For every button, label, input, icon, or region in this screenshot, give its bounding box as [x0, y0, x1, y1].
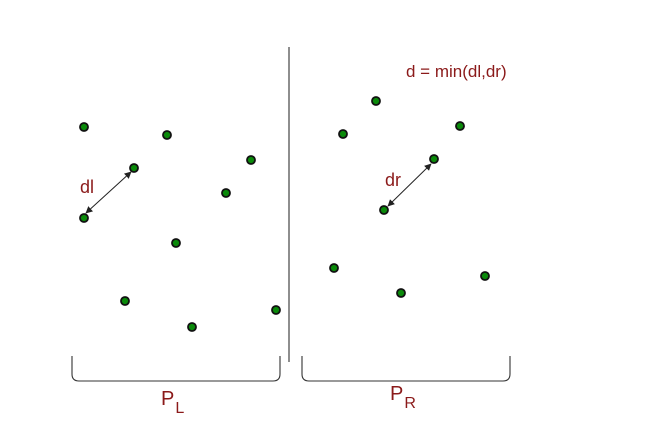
dl-label: dl: [80, 177, 94, 197]
point: [338, 129, 348, 139]
point: [171, 238, 181, 248]
point: [329, 263, 339, 273]
point: [455, 121, 465, 131]
left-brace: [71, 356, 281, 382]
point: [480, 271, 490, 281]
partition-right-label: PR: [390, 383, 416, 412]
point: [246, 155, 256, 165]
right-points: [329, 96, 490, 298]
point: [271, 305, 281, 315]
point: [429, 154, 439, 164]
right-brace: [301, 356, 511, 382]
partition-left-label: PL: [161, 388, 184, 417]
point: [379, 205, 389, 215]
point: [221, 188, 231, 198]
formula-label: d = min(dl,dr): [406, 62, 507, 81]
point: [120, 296, 130, 306]
point: [371, 96, 381, 106]
point: [162, 130, 172, 140]
point: [187, 322, 197, 332]
dl-arrow: [85, 171, 132, 214]
left-points: [79, 122, 281, 332]
point: [396, 288, 406, 298]
dr-arrow: [387, 163, 432, 207]
point: [79, 213, 89, 223]
point: [79, 122, 89, 132]
point: [129, 163, 139, 173]
dr-label: dr: [385, 170, 401, 190]
